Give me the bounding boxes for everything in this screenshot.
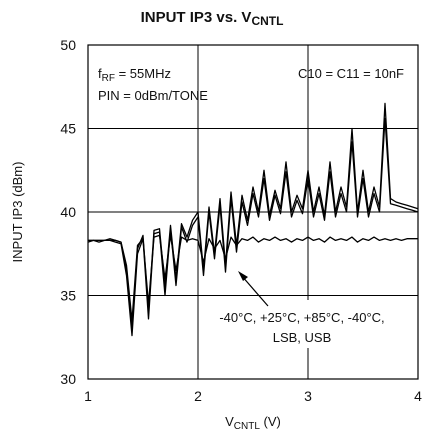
annotation: C10 = C11 = 10nF [298,66,404,81]
x-tick-label: 1 [84,388,92,404]
x-label-text: V [225,414,234,429]
annotation-subscript: RF [102,73,115,84]
x-label-subscript: CNTL [234,421,261,432]
annotation: LSB, USB [273,330,332,345]
x-tick-label: 2 [194,388,202,404]
annotation-suffix: = 55MHz [115,66,171,81]
y-tick-label: 50 [60,37,76,53]
x-tick-label: 4 [414,388,422,404]
title-text: INPUT IP3 vs. V [141,9,252,26]
arrow-head [238,271,248,281]
y-tick-label: 35 [60,288,76,304]
x-axis-label: VCNTL (V) [225,414,281,432]
annotation-background [220,300,408,348]
x-tick-label: 3 [304,388,312,404]
x-label-suffix: (V) [260,414,281,429]
chart-title: INPUT IP3 vs. VCNTL [141,9,284,28]
y-tick-label: 40 [60,204,76,220]
y-tick-label: 30 [60,371,76,387]
annotation: fRF = 55MHz [98,66,171,84]
arrow [240,274,269,307]
annotation-text: f [98,66,102,81]
data-line [88,234,418,322]
annotation: PIN = 0dBm/TONE [98,88,208,103]
annotation: -40°C, +25°C, +85°C, -40°C, [219,310,384,325]
data-line [88,102,419,330]
title-subscript: CNTL [251,14,283,28]
y-tick-label: 45 [60,121,76,137]
y-axis-label: INPUT IP3 (dBm) [10,162,25,263]
